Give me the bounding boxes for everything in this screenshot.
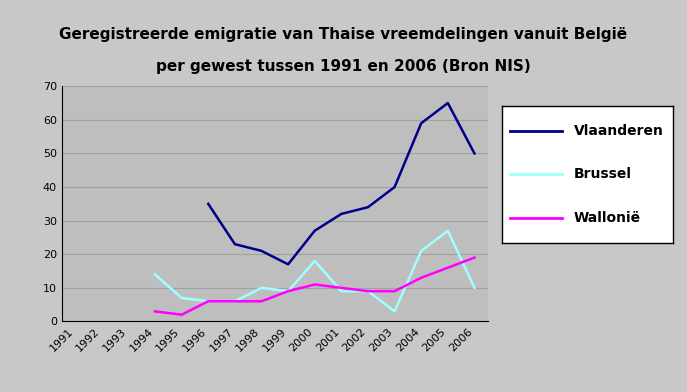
Brussel [258,285,266,290]
Wallonië [311,282,319,287]
Wallonië [364,289,372,294]
Line: Wallonië: Wallonië [155,258,475,315]
Vlaanderen [151,279,159,283]
Brussel [204,299,212,304]
Text: Geregistreerde emigratie van Thaise vreemdelingen vanuit België: Geregistreerde emigratie van Thaise vree… [60,27,627,42]
Wallonië [151,309,159,314]
Wallonië [177,312,185,317]
Vlaanderen [444,101,452,105]
Vlaanderen [204,201,212,206]
Line: Brussel: Brussel [155,231,475,311]
Brussel [417,249,425,253]
Brussel [444,229,452,233]
Wallonië [337,285,346,290]
Brussel [151,272,159,277]
Vlaanderen [364,205,372,210]
Brussel [311,259,319,263]
Vlaanderen [231,242,239,247]
Line: Vlaanderen: Vlaanderen [155,103,475,281]
Brussel [390,309,398,314]
Brussel [231,299,239,304]
Brussel [177,296,185,300]
Wallonië [284,289,292,294]
Text: Brussel: Brussel [574,167,631,181]
Wallonië [204,299,212,304]
Brussel [471,285,479,290]
Text: Vlaanderen: Vlaanderen [574,123,664,138]
Vlaanderen [471,151,479,156]
Vlaanderen [390,185,398,189]
Text: per gewest tussen 1991 en 2006 (Bron NIS): per gewest tussen 1991 en 2006 (Bron NIS… [156,59,531,74]
Brussel [364,289,372,294]
Brussel [337,289,346,294]
Vlaanderen [417,121,425,125]
Wallonië [258,299,266,304]
Vlaanderen [284,262,292,267]
Wallonië [471,255,479,260]
Text: Wallonië: Wallonië [574,211,641,225]
Vlaanderen [311,229,319,233]
Wallonië [417,276,425,280]
Wallonië [390,289,398,294]
Wallonië [231,299,239,304]
Wallonië [444,265,452,270]
Vlaanderen [258,249,266,253]
Brussel [284,289,292,294]
Vlaanderen [337,212,346,216]
